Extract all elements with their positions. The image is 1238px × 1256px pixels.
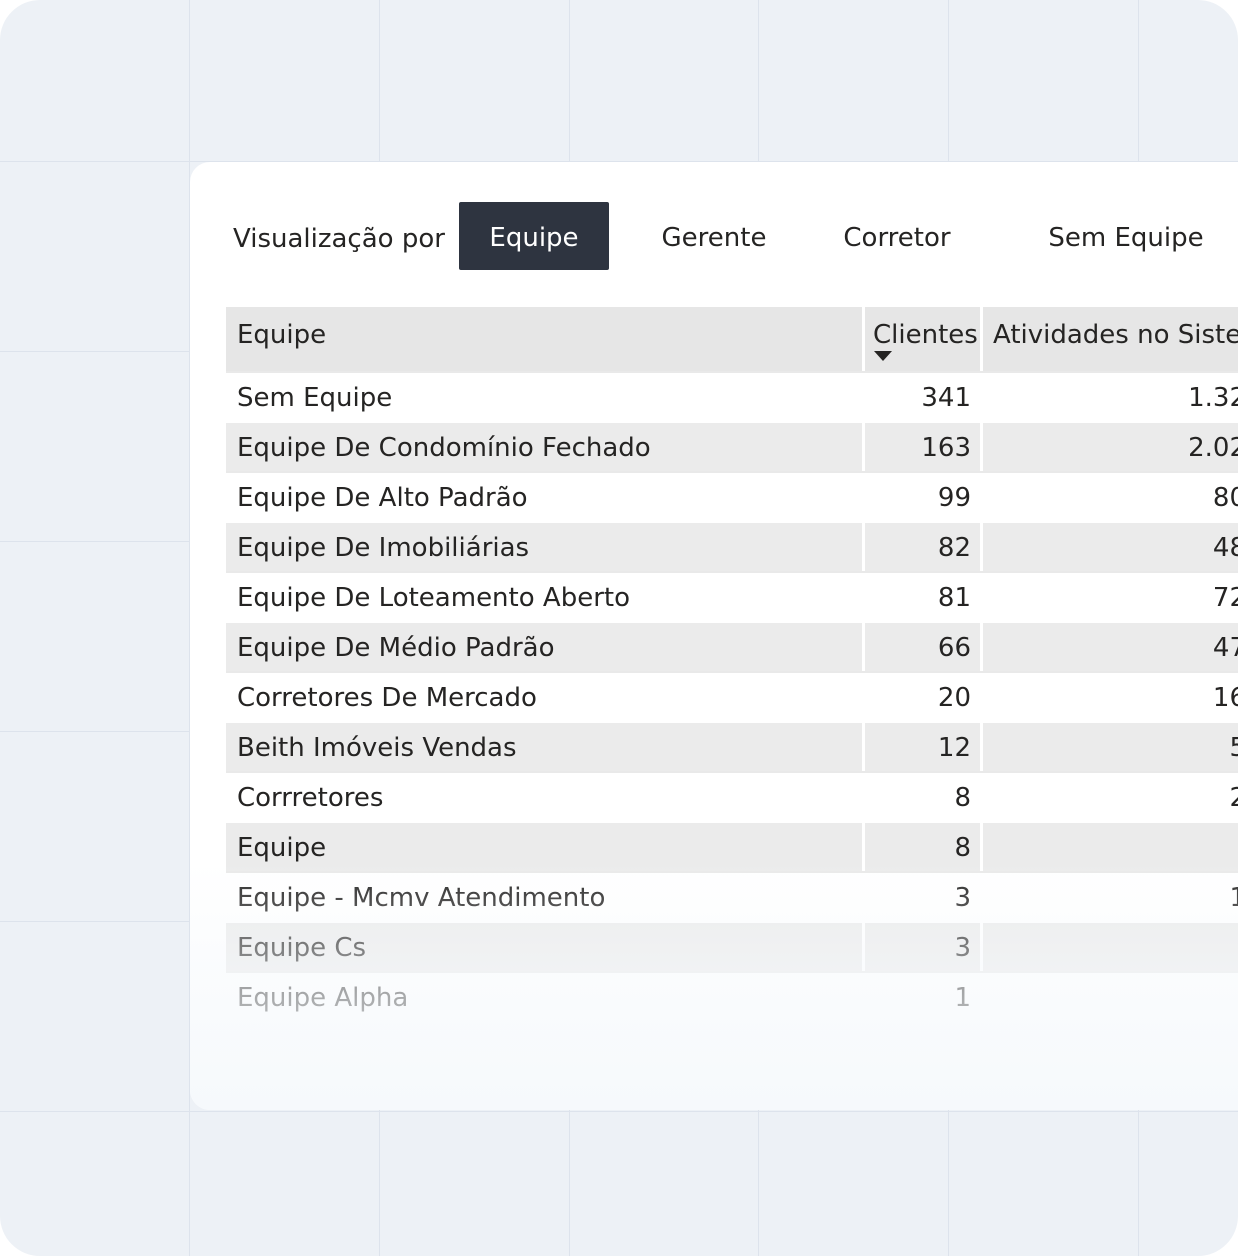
- column-divider: [862, 873, 865, 921]
- table-row[interactable]: Equipe 8: [226, 821, 1238, 871]
- sort-descending-icon: [874, 351, 892, 361]
- cell-clientes: 3: [954, 933, 971, 963]
- view-button-gerente[interactable]: Gerente: [661, 223, 767, 253]
- column-divider: [980, 523, 983, 571]
- column-divider: [862, 823, 865, 871]
- table-row[interactable]: Equipe De Loteamento Aberto 81 72: [226, 571, 1238, 621]
- table-row[interactable]: Equipe - Mcmv Atendimento 3 1: [226, 871, 1238, 921]
- cell-clientes: 81: [937, 583, 971, 613]
- column-header-equipe[interactable]: Equipe: [237, 320, 327, 350]
- column-divider: [980, 423, 983, 471]
- column-divider: [980, 973, 983, 1021]
- view-button-corretor[interactable]: Corretor: [843, 223, 951, 253]
- cell-clientes: 163: [921, 433, 971, 463]
- teams-table: Equipe Clientes Atividades no Sistem Sem…: [226, 307, 1238, 1021]
- column-divider: [980, 623, 983, 671]
- cell-atividades: 5: [1229, 733, 1238, 763]
- cell-clientes: 8: [954, 783, 971, 813]
- cell-equipe: Equipe De Loteamento Aberto: [237, 583, 630, 613]
- column-divider: [862, 623, 865, 671]
- cell-clientes: 66: [937, 633, 971, 663]
- cell-atividades: [986, 973, 1238, 1021]
- cell-clientes: 1: [954, 983, 971, 1013]
- table-row[interactable]: Equipe De Condomínio Fechado 163 2.02: [226, 421, 1238, 471]
- cell-clientes: 8: [954, 833, 971, 863]
- grid-line: [0, 1111, 1238, 1112]
- column-divider: [862, 723, 865, 771]
- column-divider: [862, 307, 865, 371]
- table-row[interactable]: Corrretores 8 2: [226, 771, 1238, 821]
- column-divider: [862, 673, 865, 721]
- cell-equipe: Equipe Alpha: [237, 983, 409, 1013]
- column-divider: [862, 973, 865, 1021]
- cell-atividades: [986, 823, 1238, 871]
- column-divider: [980, 923, 983, 971]
- view-button-equipe[interactable]: Equipe: [459, 202, 609, 270]
- column-divider: [862, 773, 865, 821]
- column-divider: [980, 723, 983, 771]
- column-divider: [862, 923, 865, 971]
- view-selector: Visualização por Equipe Gerente Corretor…: [190, 202, 1238, 270]
- column-divider: [980, 307, 983, 371]
- table-row[interactable]: Beith Imóveis Vendas 12 5: [226, 721, 1238, 771]
- cell-clientes: 12: [937, 733, 971, 763]
- grid-line: [189, 0, 190, 1256]
- table-row[interactable]: Corretores De Mercado 20 16: [226, 671, 1238, 721]
- column-divider: [862, 423, 865, 471]
- cell-clientes: 20: [937, 683, 971, 713]
- table-row[interactable]: Equipe De Médio Padrão 66 47: [226, 621, 1238, 671]
- table-row[interactable]: Equipe Cs 3: [226, 921, 1238, 971]
- cell-atividades: 48: [1212, 533, 1238, 563]
- column-divider: [980, 573, 983, 621]
- cell-equipe: Equipe De Condomínio Fechado: [237, 433, 651, 463]
- table-row[interactable]: Equipe Alpha 1: [226, 971, 1238, 1021]
- cell-equipe: Equipe: [237, 833, 327, 863]
- cell-clientes: 3: [954, 883, 971, 913]
- column-divider: [980, 773, 983, 821]
- column-divider: [980, 823, 983, 871]
- report-panel: Visualização por Equipe Gerente Corretor…: [190, 162, 1238, 1110]
- cell-equipe: Corrretores: [237, 783, 384, 813]
- grid-line: [0, 161, 1238, 162]
- cell-clientes: 341: [921, 383, 971, 413]
- table-row[interactable]: Sem Equipe 341 1.32: [226, 371, 1238, 421]
- cell-atividades: 2.02: [1188, 433, 1238, 463]
- cell-atividades: [986, 923, 1238, 971]
- table-row[interactable]: Equipe De Imobiliárias 82 48: [226, 521, 1238, 571]
- cell-equipe: Equipe De Imobiliárias: [237, 533, 530, 563]
- column-divider: [980, 673, 983, 721]
- cell-atividades: 47: [1212, 633, 1238, 663]
- cell-clientes: 99: [937, 483, 971, 513]
- cell-atividades: 80: [1212, 483, 1238, 513]
- table-row[interactable]: Equipe De Alto Padrão 99 80: [226, 471, 1238, 521]
- cell-atividades: 16: [1212, 683, 1238, 713]
- column-divider: [980, 873, 983, 921]
- table-body: Sem Equipe 341 1.32 Equipe De Condomínio Fe…: [226, 371, 1238, 1021]
- cell-equipe: Corretores De Mercado: [237, 683, 537, 713]
- cell-atividades: 2: [1229, 783, 1238, 813]
- view-selector-label: Visualização por: [233, 224, 445, 254]
- cell-equipe: Sem Equipe: [237, 383, 393, 413]
- cell-equipe: Equipe De Alto Padrão: [237, 483, 528, 513]
- cell-atividades: 1: [1229, 883, 1238, 913]
- cell-equipe: Equipe De Médio Padrão: [237, 633, 555, 663]
- column-divider: [862, 373, 865, 421]
- cell-atividades: 1.32: [1188, 383, 1238, 413]
- table-header: Equipe Clientes Atividades no Sistem: [226, 307, 1238, 371]
- cell-atividades: 72: [1212, 583, 1238, 613]
- cell-equipe: Equipe Cs: [237, 933, 367, 963]
- column-divider: [980, 373, 983, 421]
- cell-equipe: Equipe - Mcmv Atendimento: [237, 883, 606, 913]
- column-divider: [862, 573, 865, 621]
- column-header-atividades[interactable]: Atividades no Sistem: [993, 320, 1238, 350]
- column-divider: [862, 473, 865, 521]
- column-header-clientes[interactable]: Clientes: [873, 320, 978, 350]
- cell-clientes: 82: [937, 533, 971, 563]
- column-divider: [862, 523, 865, 571]
- view-button-sem-equipe[interactable]: Sem Equipe: [1048, 223, 1204, 253]
- column-divider: [980, 473, 983, 521]
- cell-equipe: Beith Imóveis Vendas: [237, 733, 517, 763]
